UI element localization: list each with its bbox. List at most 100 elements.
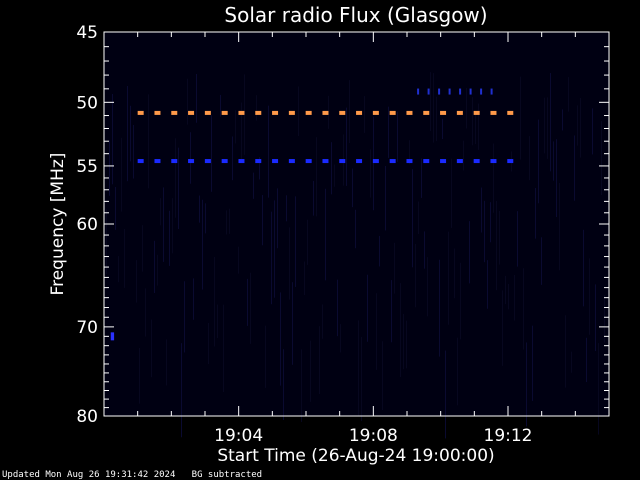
emission-segment <box>356 159 363 164</box>
emission-segment <box>440 159 447 164</box>
noise-streak <box>304 261 305 296</box>
noise-streak <box>367 274 368 342</box>
noise-streak <box>472 97 473 146</box>
y-axis-label: Frequency [MHz] <box>48 153 68 296</box>
y-tick-label: 50 <box>76 93 98 113</box>
noise-streak <box>499 210 500 265</box>
emission-segment <box>423 110 430 115</box>
noise-streak <box>214 256 215 347</box>
noise-streak <box>592 108 593 155</box>
noise-streak <box>217 304 218 339</box>
noise-streak <box>187 78 188 125</box>
noise-streak <box>127 86 128 182</box>
noise-streak <box>337 279 338 337</box>
emission-segment <box>473 110 480 115</box>
emission-segment <box>507 110 514 115</box>
noise-streak <box>160 198 161 226</box>
noise-streak <box>601 121 602 196</box>
noise-streak <box>253 172 254 199</box>
noise-streak <box>394 242 395 294</box>
noise-streak <box>547 97 548 159</box>
noise-streak <box>112 93 113 185</box>
noise-streak <box>256 95 257 121</box>
noise-streak <box>328 95 329 129</box>
noise-streak <box>481 187 482 233</box>
noise-streak <box>226 210 227 235</box>
emission-blip <box>459 88 462 95</box>
noise-streak <box>553 141 554 181</box>
emission-segment <box>154 159 161 164</box>
emission-segment <box>221 159 228 164</box>
noise-streak <box>556 139 557 218</box>
noise-streak <box>433 73 434 143</box>
emission-segment <box>456 159 463 164</box>
emission-blip <box>448 88 451 95</box>
noise-streak <box>292 282 293 365</box>
noise-streak <box>400 283 401 378</box>
noise-streak <box>478 103 479 150</box>
noise-streak <box>469 221 470 284</box>
noise-streak <box>583 229 584 307</box>
noise-streak <box>580 97 581 158</box>
noise-streak <box>397 111 398 162</box>
noise-streak <box>133 124 134 179</box>
noise-streak <box>487 260 488 309</box>
noise-streak <box>505 275 506 305</box>
noise-streak <box>181 343 182 438</box>
noise-streak <box>148 94 149 189</box>
noise-streak <box>586 337 587 383</box>
noise-streak <box>418 201 419 235</box>
emission-segment <box>188 110 195 115</box>
y-tick-label: 80 <box>76 407 98 427</box>
noise-streak <box>571 351 572 373</box>
noise-streak <box>244 74 245 155</box>
noise-streak <box>508 283 509 310</box>
noise-streak <box>172 198 173 254</box>
noise-streak <box>544 97 545 154</box>
axis-ticks: 45 50 55 60 70 80 19:04 19:08 19:12 <box>76 23 609 446</box>
x-axis-label: Start Time (26-Aug-24 19:00:00) <box>217 446 494 466</box>
noise-streak <box>316 137 317 217</box>
footer-status: Updated Mon Aug 26 19:31:42 2024 BG subt… <box>2 470 262 480</box>
noise-streak <box>268 105 269 198</box>
emission-blip <box>490 88 493 95</box>
noise-streak <box>124 228 125 288</box>
noise-streak <box>442 118 443 140</box>
emission-segment <box>272 110 279 115</box>
noise-streak <box>364 96 365 133</box>
emission-blip <box>427 88 430 95</box>
emission-segment <box>305 159 312 164</box>
noise-streak <box>550 73 551 172</box>
noise-streak <box>460 262 461 340</box>
noise-streak <box>223 304 224 393</box>
emission-segment <box>171 110 178 115</box>
noise-streak <box>118 256 119 283</box>
noise-streak <box>121 137 122 212</box>
noise-streak <box>154 240 155 293</box>
noise-streak <box>235 110 236 144</box>
noise-streak <box>295 196 296 287</box>
noise-streak <box>169 210 170 266</box>
noise-streak <box>211 115 212 192</box>
y-tick-label: 45 <box>76 23 98 43</box>
emission-segment <box>238 159 245 164</box>
noise-streak <box>283 349 284 420</box>
noise-streak <box>529 136 530 181</box>
noise-streak <box>568 77 569 112</box>
noise-streak <box>334 164 335 187</box>
noise-streak <box>331 142 332 195</box>
chart-title: Solar radio Flux (Glasgow) <box>224 3 487 27</box>
noise-streak <box>157 254 158 286</box>
noise-streak <box>502 290 503 366</box>
emission-segment <box>490 159 497 164</box>
noise-streak <box>346 107 347 186</box>
noise-streak <box>259 157 260 180</box>
noise-streak <box>301 349 302 423</box>
footer-updated: Updated Mon Aug 26 19:31:42 2024 <box>2 470 176 480</box>
noise-streak <box>577 105 578 146</box>
noise-streak <box>262 195 263 246</box>
noise-streak <box>202 199 203 290</box>
noise-streak <box>427 257 428 317</box>
x-tick-label: 19:08 <box>349 426 398 446</box>
noise-streak <box>139 347 140 404</box>
